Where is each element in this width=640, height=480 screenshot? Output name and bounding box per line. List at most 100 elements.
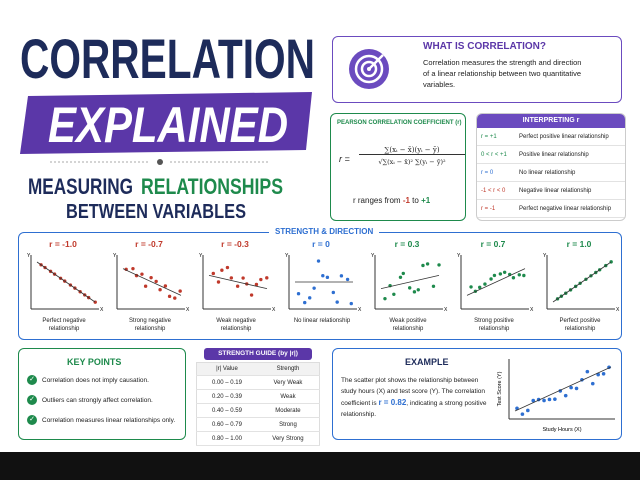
axis-label: X: [358, 307, 362, 313]
interpreting-meaning: No linear relationship: [515, 163, 625, 182]
axis-label: Study Hours (X): [542, 427, 581, 433]
dot: [489, 277, 493, 281]
dot: [235, 284, 240, 288]
range-to: to: [412, 196, 419, 205]
dot: [520, 412, 525, 416]
target-icon: [349, 49, 389, 89]
dot: [308, 296, 312, 300]
interpreting-meaning: Negative linear relationship: [515, 181, 625, 200]
strength-guide-cell: 0.20 – 0.39: [196, 389, 257, 404]
definition-box: WHAT IS CORRELATION? Correlation measure…: [332, 36, 622, 103]
dot: [517, 273, 521, 277]
example-text: The scatter plot shows the relationship …: [341, 375, 491, 420]
dot: [167, 294, 172, 299]
dot: [522, 273, 526, 278]
strength-guide-cell: Moderate: [256, 403, 320, 418]
interpreting-meaning: Perfect positive linear relationship: [515, 128, 625, 146]
axis-label: Y: [113, 253, 117, 259]
interpreting-row: r = -1 Perfect negative linear relationsh…: [477, 199, 625, 218]
dot: [590, 381, 595, 386]
panel-label: Weak positive relationship: [389, 318, 427, 332]
trend-line: [552, 261, 612, 303]
strength-guide-table: |r| Value Strength 0.00 – 0.19 Very Weak 0.2…: [196, 362, 320, 446]
strength-guide-cell: Weak: [256, 389, 320, 404]
strength-guide-cell: 0.60 – 0.79: [196, 417, 257, 432]
dot: [421, 263, 425, 268]
dot: [553, 397, 557, 401]
interpreting-meaning: Perfect negative linear relationship: [515, 199, 625, 218]
key-point-text: Correlation measures linear relationship…: [42, 416, 176, 424]
dot: [254, 282, 259, 287]
axis-label: Y: [371, 253, 375, 259]
panel-r: r = -0.7: [135, 239, 163, 249]
dot: [483, 282, 487, 286]
axis-label: X: [530, 307, 534, 313]
trend-line: [208, 274, 268, 290]
dot: [412, 290, 417, 294]
axis-label: Y: [543, 253, 547, 259]
dot: [542, 398, 546, 403]
axis-label: Y: [199, 253, 203, 259]
section-title: STRENGTH & DIRECTION: [269, 227, 380, 236]
interpreting-meaning: Positive linear relationship: [515, 145, 625, 164]
dot: [158, 288, 162, 292]
tagline: RELATIONSHIPS: [141, 174, 283, 199]
strength-guide-cell: Strong: [256, 417, 320, 432]
mini-plot: YX: [457, 253, 534, 313]
interpreting-box: INTERPRETING r r = +1 Perfect positive li…: [476, 113, 626, 221]
panel-label: No linear relationship: [293, 318, 351, 324]
interpreting-title: INTERPRETING r: [477, 114, 625, 128]
strength-guide-cell: 0.80 – 1.00: [196, 431, 257, 446]
trend-line: [380, 274, 440, 290]
strength-guide-row: 0.20 – 0.39 Weak: [196, 389, 320, 404]
dot: [312, 286, 316, 290]
panel-r: r = 0: [312, 239, 330, 249]
title: CORRELATION: [20, 27, 315, 90]
dot: [601, 371, 606, 376]
dot: [349, 301, 353, 306]
mini-plot: YX: [371, 253, 448, 313]
interpreting-condition: 0 < r < +1: [477, 145, 515, 164]
key-points-box: KEY POINTS ✓ Correlation does not imply c…: [18, 348, 186, 440]
dot: [492, 273, 497, 278]
strength-guide-cell: 0.40 – 0.59: [196, 403, 257, 418]
dot: [574, 386, 579, 391]
dot: [225, 265, 230, 270]
strength-guide-header: |r| Value Strength: [196, 362, 320, 376]
axis-label: Y: [27, 253, 31, 259]
dot: [502, 270, 507, 274]
example-r: r = 0.82: [378, 398, 407, 407]
dot: [303, 300, 307, 305]
key-point-text: Correlation does not imply causation.: [42, 376, 149, 384]
tagline: BETWEEN VARIABLES: [66, 201, 246, 223]
dot: [154, 279, 158, 284]
interpreting-row: r = 0 No linear relationship: [477, 163, 625, 182]
dot: [339, 274, 344, 278]
range-high: +1: [421, 196, 431, 205]
dot: [345, 277, 350, 282]
key-point: ✓ Correlation does not imply causation.: [27, 375, 149, 385]
tagline: MEASURING: [28, 174, 133, 199]
panel-r: r = -0.3: [221, 239, 249, 249]
dot: [331, 290, 336, 295]
dot: [585, 369, 590, 374]
dot: [259, 277, 263, 282]
mini-plot: YX: [113, 253, 190, 313]
definition-text: Correlation measures the strength and di…: [423, 58, 582, 89]
panel-r: r = 1.0: [566, 239, 592, 249]
column-header: |r| Value: [196, 362, 257, 376]
pearson-title: PEARSON CORRELATION COEFFICIENT (r): [337, 120, 462, 126]
range-text: r ranges from: [353, 196, 401, 205]
axis-label: X: [186, 307, 190, 313]
dot: [211, 271, 215, 276]
interpreting-row: 0 < r < +1 Positive linear relationship: [477, 145, 625, 164]
bottom-bar: [0, 452, 640, 480]
dot: [335, 300, 339, 304]
strength-guide-row: 0.00 – 0.19 Very Weak: [196, 375, 320, 390]
strength-guide-cell: 0.00 – 0.19: [196, 375, 257, 390]
strength-guide-cell: Very Weak: [256, 375, 320, 390]
dot: [469, 285, 473, 289]
dot: [563, 393, 568, 398]
key-points-title: KEY POINTS: [67, 357, 122, 367]
